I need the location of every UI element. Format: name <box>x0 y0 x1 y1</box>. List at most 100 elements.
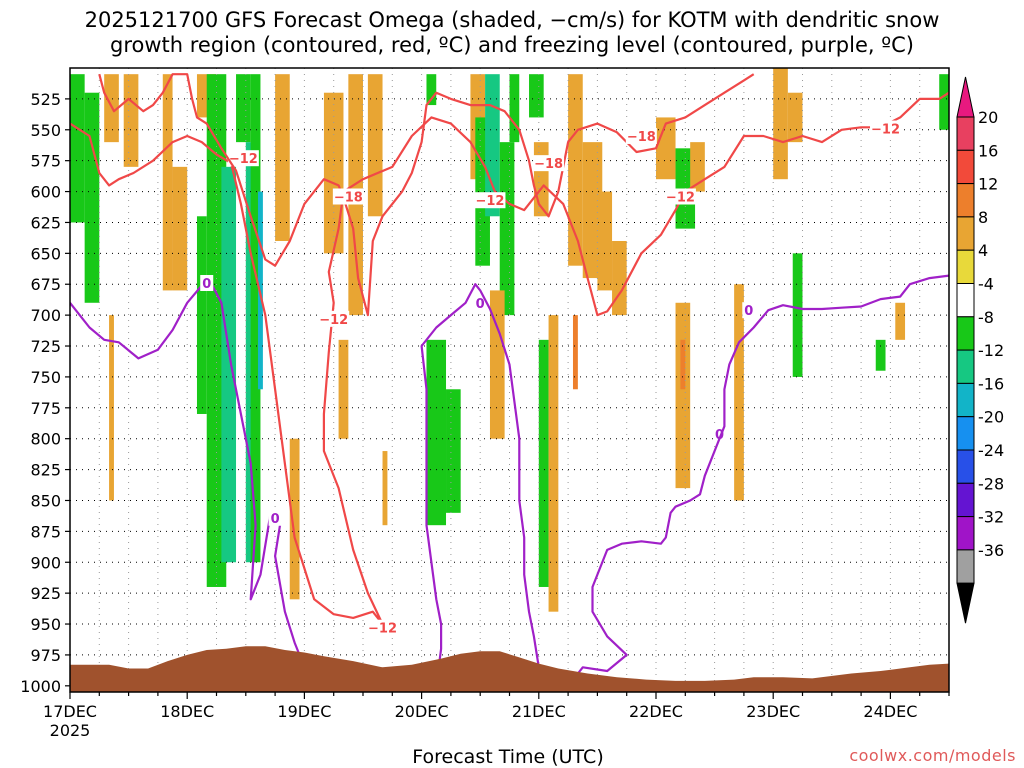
colorbar-label: 20 <box>978 108 998 127</box>
omega-cell <box>539 340 549 587</box>
colorbar-segment <box>957 284 974 317</box>
omega-cell <box>656 117 676 179</box>
colorbar-label: 8 <box>978 208 988 227</box>
omega-cell <box>510 74 520 142</box>
colorbar-segment <box>957 550 974 583</box>
omega-cell <box>549 315 559 612</box>
x-tick-label: 21DEC <box>512 702 566 721</box>
source-credit[interactable]: coolwx.com/models <box>849 746 1016 765</box>
colorbar-label: -16 <box>978 374 1004 393</box>
contour-label: −12 <box>666 191 695 206</box>
y-tick-label: 725 <box>30 337 61 356</box>
colorbar-label: -8 <box>978 308 994 327</box>
omega-cell <box>236 74 251 142</box>
omega-cell <box>597 192 612 291</box>
omega-cell <box>368 74 383 216</box>
contour-label: −18 <box>334 191 363 206</box>
omega-cell <box>197 216 207 414</box>
omega-cell <box>426 340 446 525</box>
y-tick-label: 800 <box>30 430 61 449</box>
colorbar-segment <box>957 117 974 150</box>
omega-cell <box>124 74 139 167</box>
omega-cell <box>500 142 515 315</box>
omega-cell <box>876 340 886 371</box>
omega-cell <box>383 451 388 525</box>
colorbar-segment <box>957 517 974 550</box>
colorbar-segment <box>957 217 974 250</box>
x-tick-label: 24DEC <box>863 702 917 721</box>
omega-cell <box>773 68 788 179</box>
colorbar-top-arrow <box>957 77 974 117</box>
y-tick-label: 550 <box>30 121 61 140</box>
omega-cell <box>793 253 803 377</box>
omega-cell <box>573 315 578 389</box>
colorbar-label: -36 <box>978 541 1004 560</box>
colorbar: 20 16 12 8 4 -4 -8 -12 -16 -20 -24 -28 -32 -36 <box>957 77 1004 623</box>
colorbar-segment <box>957 250 974 283</box>
omega-cell <box>680 340 685 389</box>
colorbar-bottom-arrow <box>957 583 974 623</box>
colorbar-segment <box>957 150 974 183</box>
x-year-label: 2025 <box>50 721 91 740</box>
contour-label: −18 <box>627 130 656 145</box>
colorbar-label: 4 <box>978 241 988 260</box>
y-tick-label: 700 <box>30 306 61 325</box>
contour-label: −18 <box>534 157 563 172</box>
omega-cell <box>163 74 173 290</box>
colorbar-label: -20 <box>978 408 1004 427</box>
y-tick-label: 1000 <box>20 677 61 696</box>
colorbar-segment <box>957 483 974 516</box>
contour-label: 0 <box>202 277 211 292</box>
contour-label: −12 <box>368 622 397 637</box>
y-tick-label: 925 <box>30 584 61 603</box>
x-tick-label: 20DEC <box>395 702 449 721</box>
x-tick-label: 22DEC <box>629 702 683 721</box>
y-tick-label: 750 <box>30 368 61 387</box>
y-tick-label: 775 <box>30 399 61 418</box>
y-tick-label: 675 <box>30 275 61 294</box>
y-tick-label: 900 <box>30 553 61 572</box>
x-tick-label: 17DEC <box>43 702 97 721</box>
omega-cell <box>221 167 236 562</box>
colorbar-segment <box>957 184 974 217</box>
y-tick-label: 575 <box>30 152 61 171</box>
omega-cell <box>676 303 691 488</box>
omega-cell <box>109 315 114 500</box>
omega-cell <box>612 241 627 315</box>
y-tick-label: 625 <box>30 213 61 232</box>
y-tick-label: 825 <box>30 461 61 480</box>
omega-cell <box>939 74 949 130</box>
colorbar-segment <box>957 450 974 483</box>
y-tick-label: 950 <box>30 615 61 634</box>
omega-cell <box>85 93 100 303</box>
omega-cell <box>529 74 544 117</box>
colorbar-segment <box>957 417 974 450</box>
x-tick-label: 23DEC <box>746 702 800 721</box>
contour-label: 0 <box>476 297 485 312</box>
y-tick-label: 975 <box>30 646 61 665</box>
contour-label: 0 <box>744 304 753 319</box>
y-tick-label: 650 <box>30 244 61 263</box>
x-tick-label: 18DEC <box>160 702 214 721</box>
contour-label: 0 <box>271 512 280 527</box>
omega-cell <box>895 303 905 340</box>
colorbar-segment <box>957 317 974 350</box>
y-tick-label: 525 <box>30 90 61 109</box>
omega-cell <box>339 340 349 439</box>
contour-label: −12 <box>475 194 504 209</box>
y-tick-label: 600 <box>30 183 61 202</box>
y-tick-label: 850 <box>30 491 61 510</box>
omega-cell <box>275 74 290 241</box>
y-tick-label: 875 <box>30 522 61 541</box>
contour-label: −12 <box>871 123 900 138</box>
colorbar-label: -28 <box>978 474 1004 493</box>
colorbar-label: -24 <box>978 441 1004 460</box>
omega-cell <box>534 142 549 216</box>
omega-cell <box>70 74 85 222</box>
colorbar-label: -12 <box>978 341 1004 360</box>
colorbar-label: 16 <box>978 141 998 160</box>
omega-cell <box>173 167 188 291</box>
contour-label: −12 <box>319 313 348 328</box>
colorbar-label: -32 <box>978 508 1004 527</box>
